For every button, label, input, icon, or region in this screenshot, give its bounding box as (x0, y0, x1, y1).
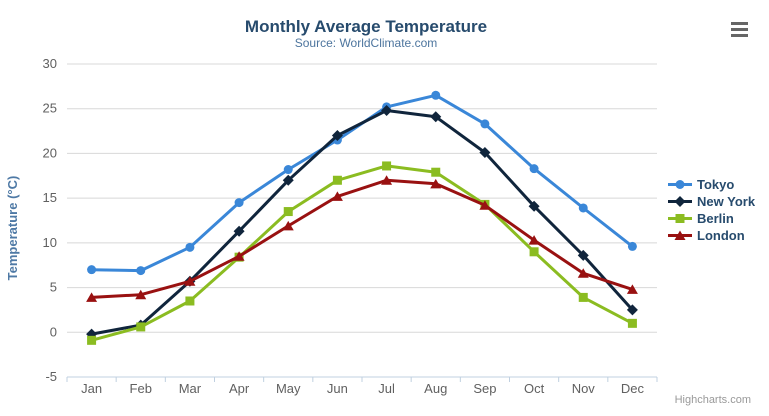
data-point-tokyo[interactable] (283, 165, 293, 175)
data-point-london[interactable] (184, 276, 196, 286)
data-point-london[interactable] (135, 289, 147, 300)
legend-symbol-tokyo[interactable] (675, 180, 685, 189)
data-point-new-york[interactable] (282, 174, 294, 186)
chart-subtitle: Source: WorldClimate.com (295, 36, 438, 50)
legend-label: Tokyo (697, 177, 735, 192)
plot-area: -5 0 5 10 15 20 25 30 Jan Feb Mar Apr May Jun Jul Aug Se… (43, 56, 658, 396)
data-point-london[interactable] (528, 235, 540, 245)
legend-marker-circle-icon (668, 180, 692, 189)
series-line-london (90, 178, 634, 299)
data-point-tokyo[interactable] (136, 266, 146, 276)
data-point-london[interactable] (577, 268, 589, 278)
hamburger-bar (731, 28, 748, 31)
legend-item-berlin[interactable]: Berlin (668, 210, 755, 227)
data-point-berlin[interactable] (578, 292, 588, 302)
data-point-new-york[interactable] (577, 249, 589, 261)
data-point-london[interactable] (626, 284, 638, 294)
series-london[interactable] (86, 175, 638, 302)
y-axis-title: Temperature (°C) (5, 176, 20, 281)
data-point-berlin[interactable] (431, 167, 441, 177)
y-axis-label: -5 (45, 369, 57, 384)
data-point-berlin[interactable] (283, 207, 293, 217)
x-axis-label: Oct (524, 381, 545, 396)
x-axis-label: Jul (378, 381, 395, 396)
legend-marker-square-icon (668, 214, 692, 223)
y-axis-label: 30 (43, 56, 57, 71)
data-point-tokyo[interactable] (529, 164, 539, 174)
data-point-tokyo[interactable] (431, 90, 441, 100)
data-point-tokyo[interactable] (480, 119, 490, 129)
legend-label: New York (697, 194, 756, 209)
data-point-new-york[interactable] (381, 105, 393, 117)
hamburger-bar (731, 22, 748, 25)
legend: Tokyo New York Berlin London (668, 176, 755, 244)
data-point-berlin[interactable] (529, 247, 539, 257)
series-line-berlin (90, 164, 634, 342)
data-point-new-york[interactable] (233, 225, 245, 237)
credits-link[interactable]: Highcharts.com (675, 394, 751, 406)
data-point-new-york[interactable] (430, 111, 442, 123)
x-axis-label: May (276, 381, 301, 396)
data-point-tokyo[interactable] (234, 198, 244, 208)
series-line-new-york (90, 109, 634, 336)
data-point-berlin[interactable] (185, 296, 195, 306)
legend-item-tokyo[interactable]: Tokyo (668, 176, 755, 193)
legend-marker-diamond-icon (668, 196, 692, 207)
data-point-london[interactable] (381, 175, 393, 185)
data-point-berlin[interactable] (136, 322, 146, 332)
data-point-london[interactable] (233, 251, 245, 261)
y-axis-label: 5 (50, 280, 57, 295)
y-axis-label: 15 (43, 190, 57, 205)
series-tokyo[interactable] (87, 90, 637, 276)
y-axis-label: 10 (43, 235, 57, 250)
x-axis-label: Dec (621, 381, 645, 396)
data-point-new-york[interactable] (626, 304, 638, 316)
data-point-new-york[interactable] (528, 200, 540, 212)
x-axis-label: Aug (424, 381, 447, 396)
legend-label: London (697, 228, 745, 243)
legend-label: Berlin (697, 211, 734, 226)
data-point-new-york[interactable] (479, 147, 491, 159)
data-point-london[interactable] (331, 191, 343, 201)
data-point-tokyo[interactable] (87, 265, 97, 275)
legend-symbol-berlin[interactable] (675, 214, 685, 223)
data-point-berlin[interactable] (332, 175, 342, 185)
data-point-london[interactable] (430, 178, 442, 189)
data-point-tokyo[interactable] (627, 241, 637, 251)
y-axis-label: 0 (50, 324, 57, 339)
hamburger-bar (731, 34, 748, 37)
data-point-london[interactable] (86, 292, 98, 302)
hamburger-menu-icon[interactable] (731, 22, 748, 39)
data-point-tokyo[interactable] (578, 203, 588, 213)
x-axis-label: Jun (327, 381, 348, 396)
data-point-berlin[interactable] (87, 335, 97, 345)
data-point-berlin[interactable] (627, 318, 637, 328)
x-axis-label: Apr (229, 381, 250, 396)
x-axis-label: Jan (81, 381, 102, 396)
x-axis-label: Nov (572, 381, 596, 396)
chart-title: Monthly Average Temperature (245, 17, 487, 36)
data-point-berlin[interactable] (382, 161, 392, 171)
y-axis-label: 20 (43, 145, 57, 160)
legend-marker-triangle-icon (668, 230, 692, 241)
x-axis-label: Sep (473, 381, 496, 396)
legend-symbol-london[interactable] (674, 230, 686, 241)
y-axis-label: 25 (43, 101, 57, 116)
data-point-london[interactable] (282, 220, 294, 231)
data-point-new-york[interactable] (331, 130, 343, 142)
data-point-tokyo[interactable] (185, 242, 195, 252)
legend-symbol-new-york[interactable] (674, 196, 686, 207)
x-axis-label: Mar (179, 381, 202, 396)
legend-item-new-york[interactable]: New York (668, 193, 755, 210)
legend-item-london[interactable]: London (668, 227, 755, 244)
x-axis-label: Feb (130, 381, 152, 396)
series-new-york[interactable] (86, 105, 638, 340)
data-point-london[interactable] (479, 200, 491, 210)
